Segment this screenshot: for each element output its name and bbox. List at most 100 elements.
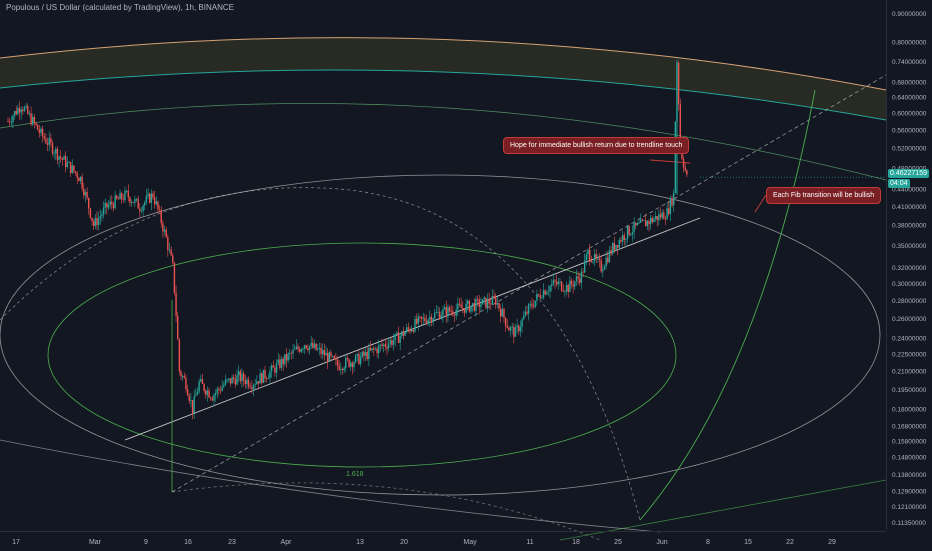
candle-body [10, 122, 12, 124]
candle-body [107, 204, 110, 208]
fib-arc-teal [0, 69, 887, 121]
candle-body [457, 303, 459, 310]
candle-body [595, 254, 597, 259]
annotation-fib-note[interactable]: Each Fib transition will be bullish [766, 187, 882, 204]
candle-body [580, 271, 583, 283]
candle-body [470, 305, 472, 312]
candle-body [659, 214, 662, 218]
candle-body [76, 173, 78, 179]
fib-dashed-arc [0, 187, 641, 521]
candle-body [22, 109, 24, 112]
candle-body [233, 377, 235, 380]
candle-body [359, 356, 362, 365]
candle-body [208, 390, 210, 398]
candle-body [417, 316, 419, 324]
candle-body [575, 276, 578, 282]
candle-body [109, 201, 111, 205]
candle-body [437, 311, 439, 313]
time-axis[interactable] [0, 531, 886, 551]
candle-body [682, 158, 685, 168]
price-axis[interactable] [886, 0, 932, 530]
candle-body [216, 388, 218, 393]
candle-body [177, 315, 179, 340]
candle-body [262, 369, 265, 383]
candle-body [432, 318, 434, 323]
candle-body [239, 371, 242, 382]
candle-body [58, 156, 60, 160]
candle-body [201, 379, 204, 384]
candle-body [265, 378, 268, 380]
candle-body [625, 238, 627, 240]
price-tick-label: 0.15800000 [892, 439, 927, 446]
candle-body [415, 318, 418, 324]
candle-body [366, 351, 368, 360]
candle-body [180, 371, 182, 377]
candle-body [328, 352, 331, 362]
candle-body [424, 317, 426, 322]
candle-body [386, 346, 388, 349]
candle-body [252, 385, 255, 390]
candle-body [539, 294, 541, 298]
candle-body [144, 202, 146, 206]
candle-body [340, 368, 342, 370]
time-tick-label: 18 [572, 539, 580, 546]
candle-body [173, 262, 176, 293]
candle-body [542, 290, 545, 298]
candle-body [305, 345, 307, 349]
candle-body [626, 226, 629, 239]
time-tick-label: 20 [400, 539, 408, 546]
candle-body [529, 303, 532, 305]
candle-body [478, 299, 480, 308]
candle-body [188, 395, 190, 401]
candle-body [64, 156, 67, 168]
candle-body [353, 362, 355, 368]
bar-countdown-label: 04:04 [888, 179, 910, 188]
price-tick-label: 0.44000000 [892, 187, 927, 194]
candle-body [7, 121, 9, 123]
candle-body [137, 198, 139, 209]
price-tick-label: 0.32000000 [892, 265, 927, 272]
candle-body [490, 303, 492, 305]
candle-body [378, 345, 380, 354]
candle-body [579, 278, 581, 283]
time-tick-label: Apr [281, 539, 293, 546]
candle-body [531, 303, 533, 307]
candle-body [560, 281, 563, 291]
candle-body [261, 373, 263, 383]
candle-body [618, 240, 621, 248]
candle-body [229, 378, 232, 384]
annotation-trendline-note[interactable]: Hope for immediate bullish return due to… [503, 137, 690, 154]
candle-body [620, 240, 622, 242]
candle-body [33, 116, 36, 123]
candle-body [471, 303, 474, 306]
candle-body [139, 208, 141, 212]
candle-body [649, 217, 652, 225]
candle-body [442, 309, 444, 316]
candle-body [331, 355, 334, 357]
candle-body [160, 210, 162, 224]
candle-body [152, 193, 154, 198]
candle-body [371, 348, 373, 351]
candle-body [653, 219, 655, 223]
candle-body [68, 162, 70, 163]
time-tick-label: Mar [89, 539, 102, 546]
time-tick-label: 11 [526, 539, 533, 546]
candle-body [89, 208, 92, 218]
candle-body [481, 299, 484, 305]
candle-body [656, 216, 658, 221]
candle-body [195, 394, 197, 397]
candle-body [132, 202, 134, 204]
candle-body [557, 281, 560, 285]
price-tick-label: 0.90000000 [892, 11, 927, 18]
candle-body [672, 192, 675, 206]
candle-body [608, 250, 611, 263]
candle-body [251, 387, 253, 390]
candle-body [140, 210, 143, 212]
candle-body [376, 348, 378, 354]
candle-body [312, 342, 314, 348]
candle-body [435, 312, 438, 313]
candle-body [392, 340, 395, 345]
candle-body [129, 197, 131, 203]
candle-body [607, 257, 609, 263]
